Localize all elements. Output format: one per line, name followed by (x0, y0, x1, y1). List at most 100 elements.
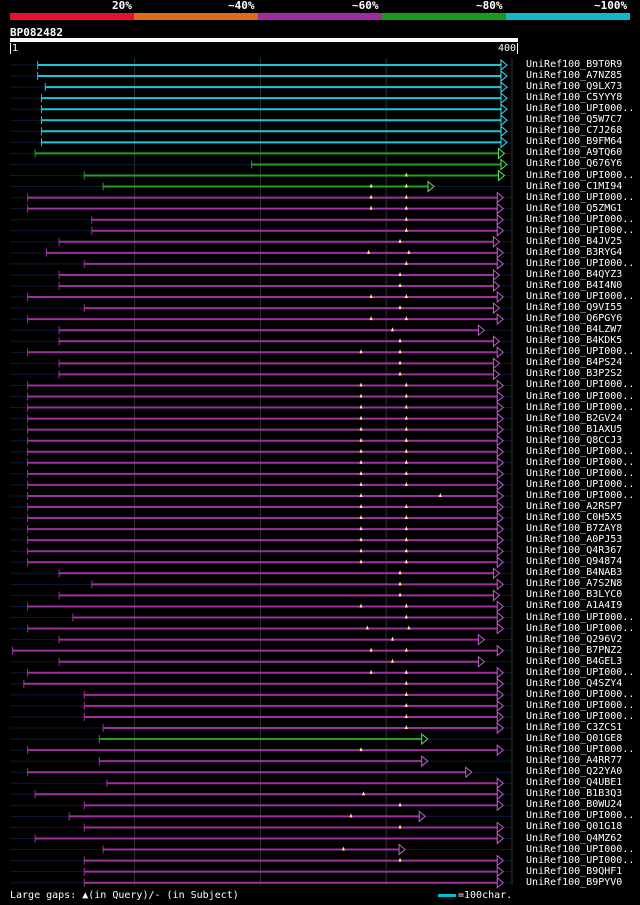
hit-label[interactable]: UniRef100_B3LYC0 (526, 589, 623, 601)
hit-label[interactable]: UniRef100_UPI000.. (526, 346, 635, 358)
hit-label[interactable]: UniRef100_C3ZCS1 (526, 722, 623, 733)
hit-label[interactable]: UniRef100_Q676Y6 (526, 158, 623, 170)
hit-label[interactable]: UniRef100_UPI000.. (526, 710, 635, 722)
hit-label[interactable]: UniRef100_B4LZW7 (526, 324, 623, 336)
hit-label[interactable]: UniRef100_A4RR77 (526, 755, 623, 767)
hit-label[interactable]: UniRef100_Q5ZMG1 (526, 202, 623, 214)
hit-label[interactable]: UniRef100_UPI000.. (526, 478, 635, 490)
hit-end-arrow (496, 467, 504, 480)
hit-label[interactable]: UniRef100_UPI000.. (526, 854, 635, 866)
hit-label[interactable]: UniRef100_UPI000.. (526, 489, 635, 501)
hit-label[interactable]: UniRef100_Q8CCJ3 (526, 434, 623, 446)
hit-label[interactable]: UniRef100_UPI000.. (526, 843, 635, 855)
hit-label[interactable]: UniRef100_Q94874 (526, 556, 623, 568)
legend-label-60: ~60% (352, 0, 379, 12)
hit-end-arrow (496, 666, 504, 679)
hit-end-arrow (492, 567, 501, 580)
hit-end-arrow (427, 180, 435, 193)
hit-label[interactable]: UniRef100_B9PYV0 (526, 876, 623, 888)
hit-label[interactable]: UniRef100_UPI000.. (526, 688, 635, 700)
hit-label[interactable]: UniRef100_B4PS24 (526, 357, 623, 369)
hit-label[interactable]: UniRef100_A1A4I9 (526, 600, 623, 612)
hit-label[interactable]: UniRef100_B9QHF1 (526, 865, 623, 877)
hit-label[interactable]: UniRef100_C1MI94 (526, 180, 623, 192)
hit-label[interactable]: UniRef100_Q6PGY6 (526, 313, 623, 325)
hit-label[interactable]: UniRef100_B4NAB3 (526, 567, 623, 579)
hit-label[interactable]: UniRef100_UPI000.. (526, 810, 635, 822)
hit-label[interactable]: UniRef100_UPI000.. (526, 257, 635, 269)
query-title: BP082482 (10, 26, 63, 39)
scale-label: =100char. (458, 890, 513, 901)
hit-label[interactable]: UniRef100_B9FM64 (526, 136, 623, 148)
hit-end-arrow (496, 854, 504, 867)
hit-label[interactable]: UniRef100_C5YYY8 (526, 92, 623, 104)
gap-marker (359, 515, 363, 520)
gap-marker (398, 592, 402, 597)
hit-label[interactable]: UniRef100_B3P2S2 (526, 368, 623, 380)
hit-label[interactable]: UniRef100_UPI000.. (526, 103, 635, 115)
hit-end-arrow (496, 556, 504, 569)
hit-label[interactable]: UniRef100_UPI000.. (526, 744, 635, 756)
hit-label[interactable]: UniRef100_Q9LX73 (526, 81, 623, 93)
hit-label[interactable]: UniRef100_Q4SZY4 (526, 677, 623, 689)
hit-label[interactable]: UniRef100_Q4UBE1 (526, 777, 623, 789)
hit-label[interactable]: UniRef100_Q4MZ62 (526, 832, 623, 844)
hit-label[interactable]: UniRef100_Q01G18 (526, 821, 623, 833)
hit-label[interactable]: UniRef100_UPI000.. (526, 456, 635, 468)
hit-label[interactable]: UniRef100_B7PNZ2 (526, 644, 623, 656)
hit-end-arrow (496, 545, 504, 558)
gap-marker (359, 548, 363, 553)
gap-marker (404, 470, 408, 475)
hit-label[interactable]: UniRef100_UPI000.. (526, 224, 635, 236)
hit-label[interactable]: UniRef100_Q01GE8 (526, 733, 623, 745)
hit-label[interactable]: UniRef100_B0WU24 (526, 799, 623, 811)
hit-label[interactable]: UniRef100_Q5W7C7 (526, 114, 623, 126)
hit-label[interactable]: UniRef100_B4JV25 (526, 235, 623, 247)
hit-end-arrow (465, 766, 473, 779)
hit-label[interactable]: UniRef100_B9T0R9 (526, 59, 623, 70)
hit-label[interactable]: UniRef100_B4GEL3 (526, 655, 623, 667)
hit-label[interactable]: UniRef100_A9TQ60 (526, 147, 623, 159)
hit-label[interactable]: UniRef100_UPI000.. (526, 622, 635, 634)
hit-label[interactable]: UniRef100_UPI000.. (526, 379, 635, 391)
gap-marker (362, 791, 366, 796)
hit-label[interactable]: UniRef100_UPI000.. (526, 611, 635, 623)
hit-label[interactable]: UniRef100_UPI000.. (526, 191, 635, 203)
legend-color-80 (382, 13, 506, 20)
hit-label[interactable]: UniRef100_UPI000.. (526, 699, 635, 711)
hit-label[interactable]: UniRef100_B3RYG4 (526, 246, 623, 258)
hit-label[interactable]: UniRef100_B4KDK5 (526, 335, 623, 347)
hit-label[interactable]: UniRef100_UPI000.. (526, 401, 635, 413)
gap-marker (404, 603, 408, 608)
hit-label[interactable]: UniRef100_Q9VI55 (526, 302, 623, 314)
hit-label[interactable]: UniRef100_Q22YA0 (526, 766, 623, 778)
hit-label[interactable]: UniRef100_UPI000.. (526, 213, 635, 225)
hit-label[interactable]: UniRef100_A0PJ53 (526, 534, 623, 546)
hit-end-arrow (496, 313, 504, 326)
gap-marker (404, 504, 408, 508)
hit-label[interactable]: UniRef100_Q4R367 (526, 545, 623, 557)
hit-label[interactable]: UniRef100_B4I4N0 (526, 280, 623, 291)
hit-label[interactable]: UniRef100_A2RSP7 (526, 501, 623, 512)
hit-label[interactable]: UniRef100_B2GV24 (526, 412, 623, 424)
hit-label[interactable]: UniRef100_UPI000.. (526, 666, 635, 678)
gap-marker (404, 437, 408, 442)
hit-label[interactable]: UniRef100_A7S2N8 (526, 578, 623, 590)
hit-label[interactable]: UniRef100_UPI000.. (526, 445, 635, 457)
gap-marker (369, 669, 373, 674)
hit-label[interactable]: UniRef100_UPI000.. (526, 169, 635, 181)
hit-end-arrow (496, 478, 504, 491)
hit-end-arrow (492, 357, 501, 370)
hit-label[interactable]: UniRef100_UPI000.. (526, 390, 635, 402)
hit-label[interactable]: UniRef100_C0H5X5 (526, 512, 623, 524)
hit-label[interactable]: UniRef100_B1AXU5 (526, 423, 623, 435)
hit-label[interactable]: UniRef100_UPI000.. (526, 467, 635, 479)
hit-label[interactable]: UniRef100_B4QYZ3 (526, 268, 623, 280)
hit-end-arrow (496, 644, 504, 657)
hit-label[interactable]: UniRef100_Q296V2 (526, 633, 623, 645)
hit-label[interactable]: UniRef100_B7ZAY8 (526, 523, 623, 535)
hit-label[interactable]: UniRef100_C7J268 (526, 125, 623, 137)
hit-label[interactable]: UniRef100_B1B3Q3 (526, 788, 623, 800)
hit-label[interactable]: UniRef100_A7NZ85 (526, 70, 623, 82)
hit-label[interactable]: UniRef100_UPI000.. (526, 291, 635, 303)
